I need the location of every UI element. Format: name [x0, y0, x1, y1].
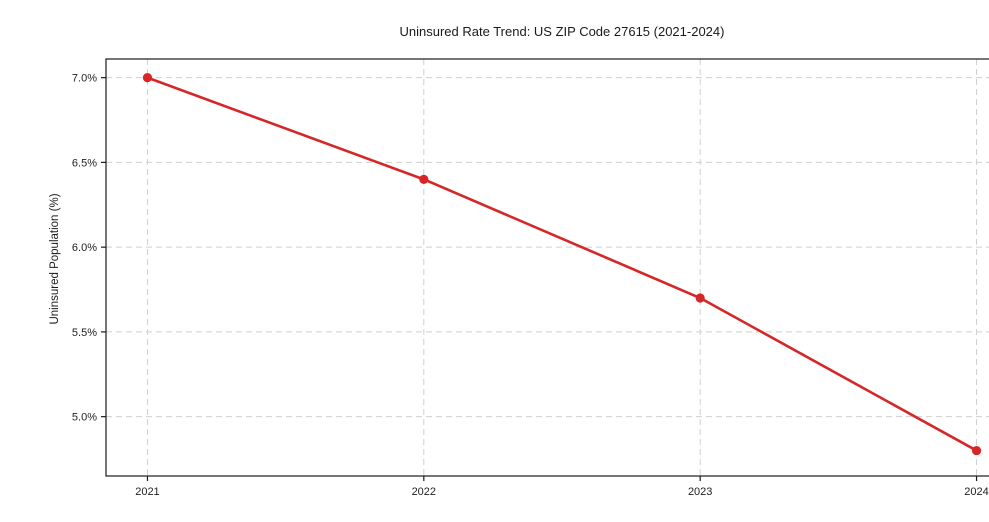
- line-chart-figure: Uninsured Rate Trend: US ZIP Code 27615 …: [40, 16, 989, 506]
- y-tick-label: 5.5%: [72, 327, 97, 339]
- plot-border: [105, 58, 989, 477]
- x-tick-label: 2024: [964, 486, 988, 498]
- x-tick-label: 2023: [688, 486, 712, 498]
- data-point: [419, 174, 429, 184]
- chart-title: Uninsured Rate Trend: US ZIP Code 27615 …: [399, 24, 725, 39]
- data-point: [142, 73, 153, 83]
- y-tick-label: 6.0%: [72, 242, 97, 254]
- x-tick-label: 2022: [412, 486, 436, 498]
- y-tick-label: 6.5%: [72, 157, 97, 169]
- y-tick-label: 7.0%: [72, 73, 97, 85]
- data-point: [971, 445, 982, 456]
- data-point: [695, 293, 705, 303]
- y-tick-label: 5.0%: [72, 412, 97, 424]
- x-tick-label: 2021: [135, 486, 159, 498]
- line-chart-canvas: 5.0% 5.5% 6.0% 6.5% 7.0% 2021 2022 2023 2024: [72, 58, 989, 498]
- trend-line: [146, 76, 978, 452]
